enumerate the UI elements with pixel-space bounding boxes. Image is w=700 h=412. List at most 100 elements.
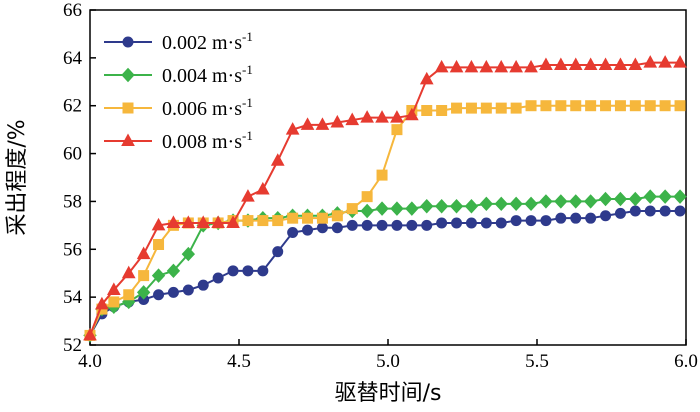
y-tick-label: 66 — [63, 0, 82, 21]
legend-label: 0.008 m·s-1 — [162, 128, 253, 153]
data-point — [585, 212, 597, 224]
data-point — [449, 198, 464, 214]
data-point — [464, 198, 479, 214]
data-point — [643, 55, 658, 68]
data-point — [480, 102, 492, 114]
data-point — [494, 59, 509, 73]
data-point — [376, 169, 388, 181]
data-point — [479, 59, 494, 73]
data-point — [272, 215, 284, 227]
legend-marker — [122, 102, 134, 114]
data-point — [212, 272, 224, 284]
data-point — [123, 289, 135, 301]
data-point — [390, 201, 404, 216]
data-point — [196, 215, 211, 228]
data-point — [181, 215, 196, 228]
legend-label-text: 0.004 m·s — [162, 65, 242, 87]
data-point — [539, 194, 553, 209]
data-point — [539, 57, 553, 71]
data-point — [375, 110, 389, 123]
data-point — [300, 117, 315, 130]
x-tick-label: 6.0 — [674, 351, 698, 372]
data-point — [495, 102, 507, 114]
data-point — [525, 100, 537, 112]
data-point — [316, 212, 328, 224]
data-point — [166, 215, 181, 228]
series-layer — [83, 55, 687, 343]
data-point — [211, 215, 225, 228]
data-point — [555, 212, 567, 224]
data-point — [628, 57, 643, 71]
data-point — [287, 227, 299, 239]
data-point — [568, 57, 583, 71]
legend-label-text: 0.002 m·s — [162, 32, 242, 54]
data-point — [598, 57, 613, 71]
data-point — [257, 215, 269, 227]
data-point — [509, 59, 523, 73]
data-point — [464, 59, 479, 73]
data-point — [83, 327, 97, 341]
data-point — [451, 217, 463, 229]
data-point — [405, 201, 419, 216]
data-point — [406, 219, 418, 231]
data-point — [570, 100, 582, 112]
y-tick-label: 52 — [63, 335, 82, 356]
data-point — [391, 219, 403, 231]
legend-item: 0.002 m·s-1 — [104, 29, 253, 54]
data-point — [540, 215, 552, 227]
data-point — [436, 217, 448, 229]
legend-label: 0.002 m·s-1 — [162, 29, 253, 54]
data-point — [658, 189, 672, 204]
data-point — [302, 212, 314, 224]
data-point — [270, 153, 285, 166]
data-point — [257, 265, 269, 277]
data-point — [106, 282, 121, 295]
data-point — [151, 268, 166, 283]
data-point — [524, 59, 538, 73]
data-point — [613, 57, 628, 71]
data-point — [361, 191, 373, 203]
legend-label-superscript: -1 — [242, 95, 253, 110]
data-point — [241, 189, 255, 202]
data-point — [628, 191, 643, 207]
data-point — [583, 57, 598, 71]
data-point — [583, 194, 598, 209]
data-point — [287, 212, 299, 224]
data-point — [226, 215, 240, 228]
data-point — [614, 207, 626, 219]
data-point — [540, 100, 552, 112]
data-point — [570, 212, 582, 224]
data-point — [421, 219, 433, 231]
data-point — [331, 222, 343, 234]
data-point — [136, 285, 151, 300]
data-point — [316, 222, 328, 234]
legend-marker — [121, 67, 135, 83]
plot-frame — [89, 9, 687, 346]
data-point — [136, 246, 151, 260]
data-point — [121, 265, 136, 279]
data-point — [242, 215, 254, 227]
data-point — [345, 112, 360, 126]
data-point — [331, 210, 343, 222]
data-point — [555, 100, 567, 112]
x-tick-label: 5.0 — [376, 351, 400, 372]
data-point — [585, 100, 597, 112]
data-point — [166, 263, 181, 279]
y-tick-label: 62 — [63, 96, 82, 117]
legend-item: 0.008 m·s-1 — [104, 128, 253, 153]
legend: 0.002 m·s-10.004 m·s-10.006 m·s-10.008 m… — [104, 29, 253, 153]
data-point — [421, 105, 433, 116]
data-point — [465, 217, 477, 229]
data-point — [391, 124, 403, 136]
data-point — [673, 55, 687, 68]
legend-label-superscript: -1 — [242, 29, 253, 44]
data-point — [404, 107, 419, 121]
data-point — [272, 246, 284, 258]
data-point — [255, 181, 270, 195]
legend-label: 0.004 m·s-1 — [162, 62, 253, 87]
data-point — [465, 102, 477, 114]
data-point — [600, 210, 612, 222]
legend-label-text: 0.008 m·s — [162, 131, 242, 153]
data-point — [153, 239, 165, 250]
